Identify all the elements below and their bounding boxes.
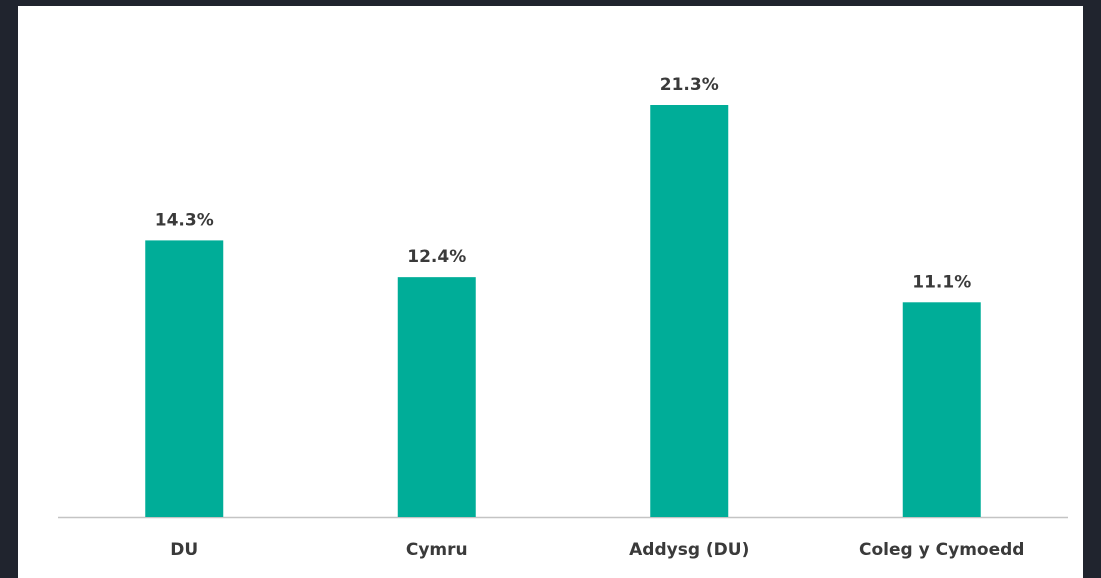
x-tick-label: Coleg y Cymoedd [859, 540, 1024, 560]
bar [902, 302, 981, 517]
value-label: 21.3% [660, 75, 719, 95]
bar [145, 240, 224, 518]
value-label: 12.4% [407, 247, 466, 267]
bar [650, 105, 729, 517]
x-tick-label: Cymru [406, 540, 468, 560]
bar [397, 277, 476, 517]
value-label: 14.3% [155, 210, 214, 230]
x-tick-label: DU [170, 540, 198, 560]
value-label: 11.1% [912, 272, 971, 292]
x-tick-label: Addysg (DU) [629, 540, 749, 560]
